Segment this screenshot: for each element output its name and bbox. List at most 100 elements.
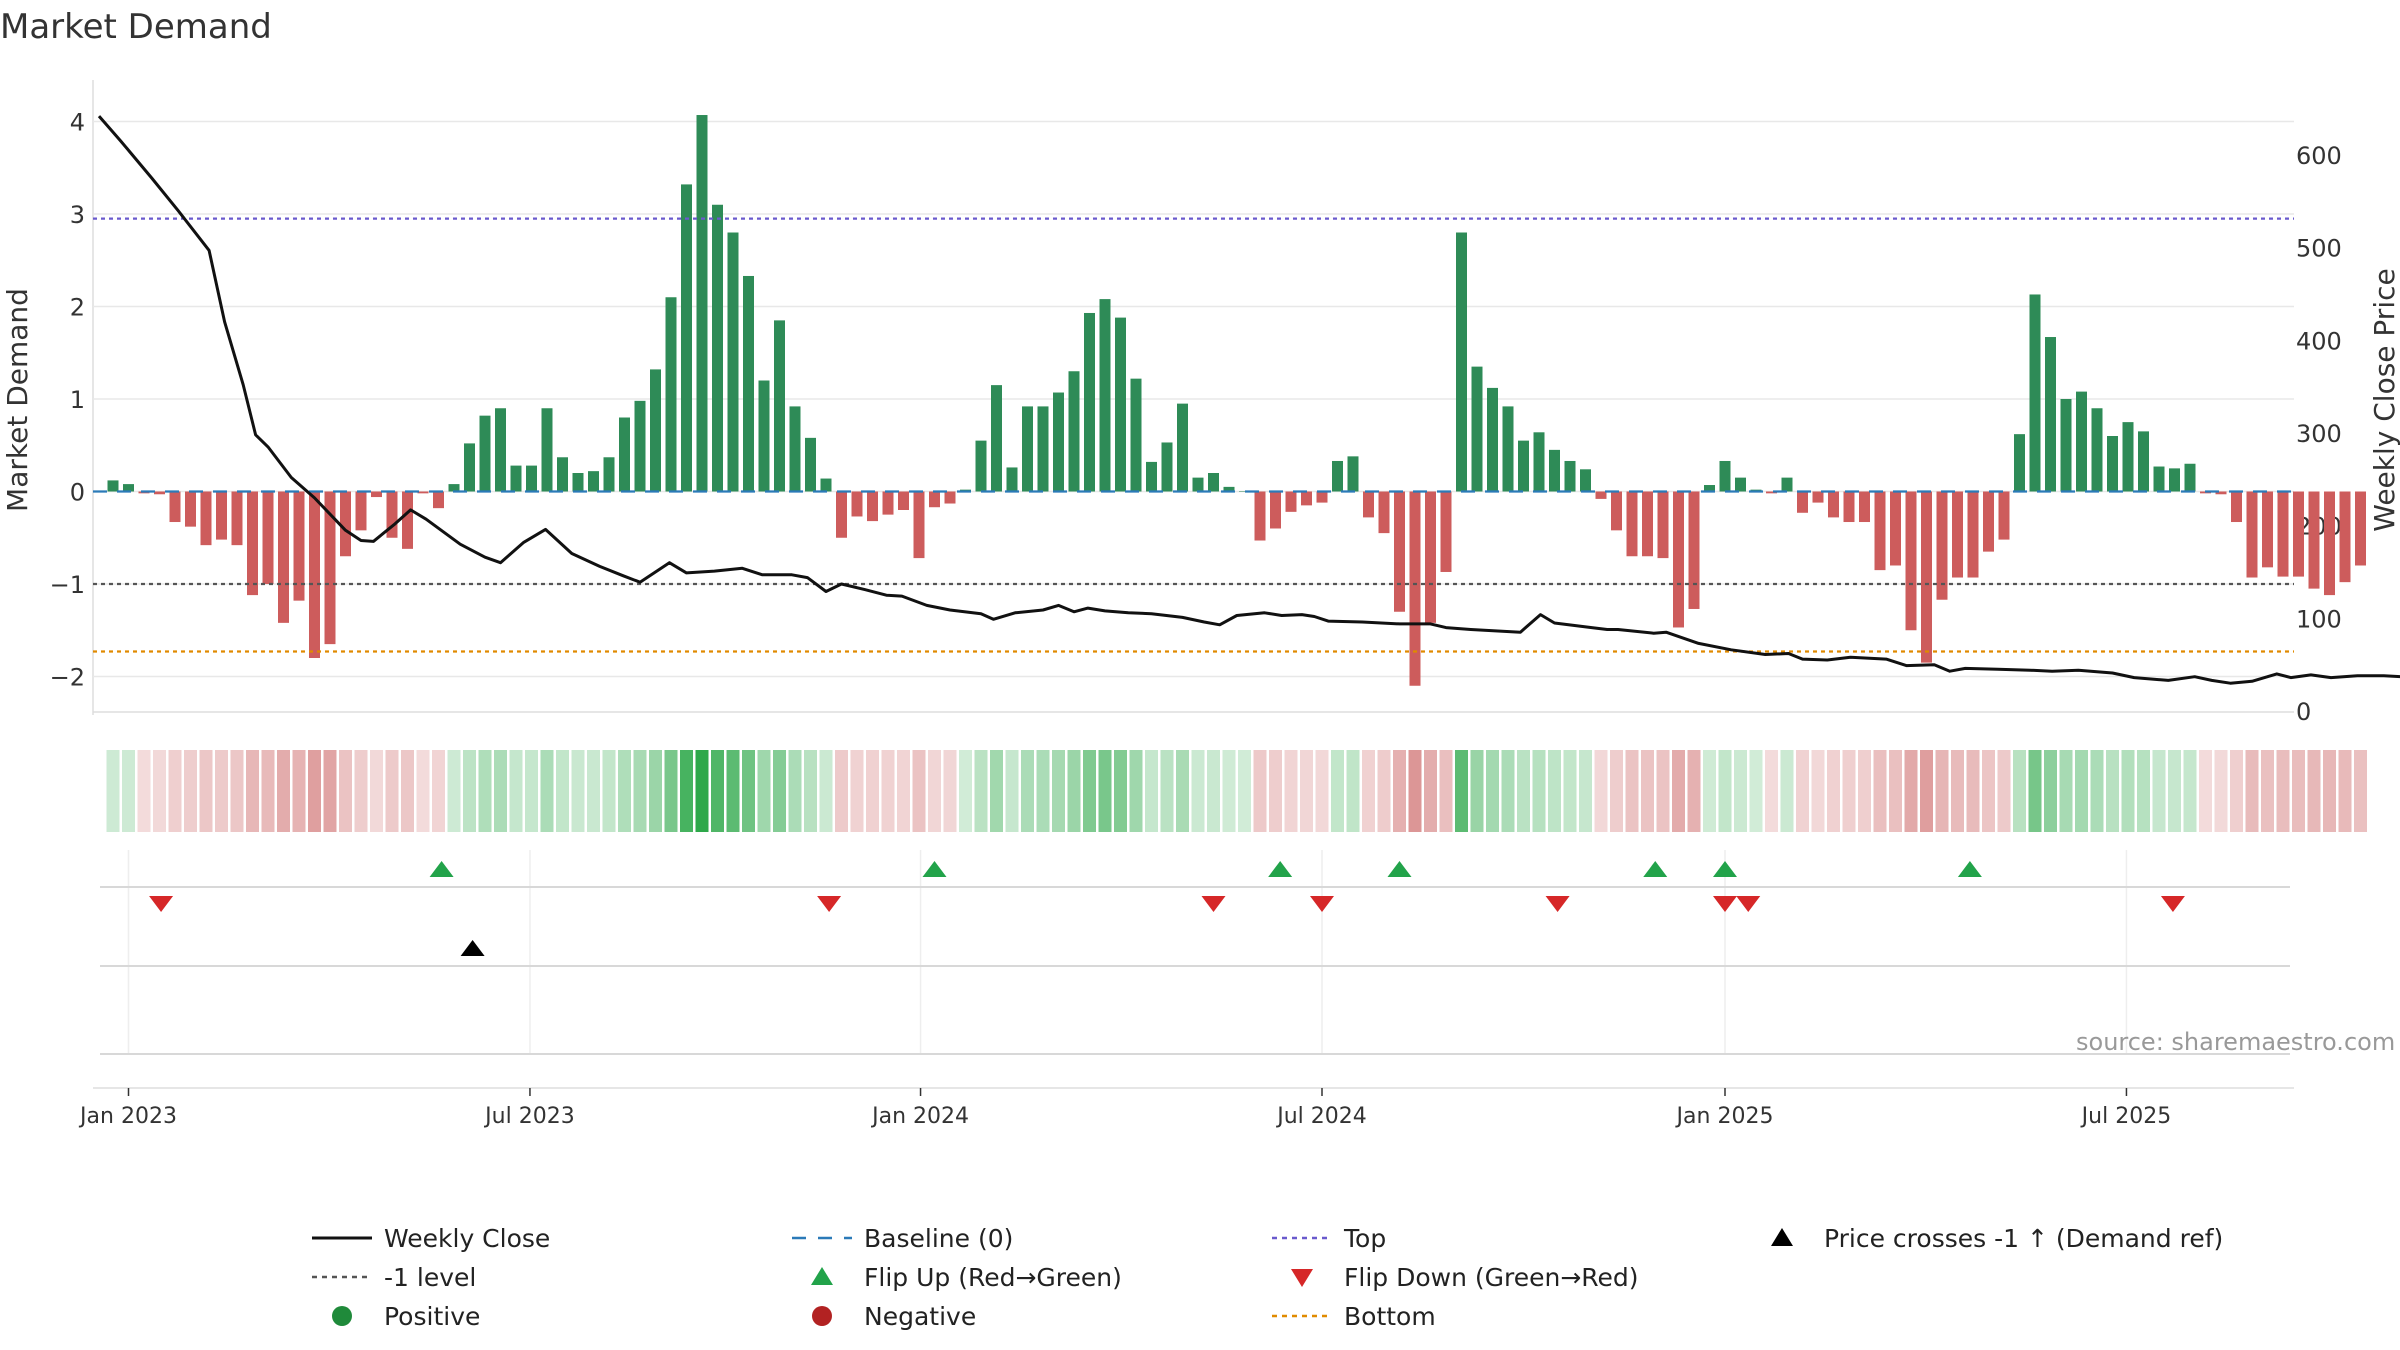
y-tick-right: 300 bbox=[2296, 420, 2342, 448]
bar-negative bbox=[867, 491, 878, 522]
heat-cell bbox=[525, 750, 538, 832]
y-label-right: Weekly Close Price bbox=[2368, 268, 2400, 531]
source-text: source: sharemaestro.com bbox=[2076, 1028, 2395, 1056]
heat-cell bbox=[1966, 750, 1980, 832]
flip-up-marker bbox=[1387, 861, 1412, 877]
bar-negative bbox=[1673, 491, 1684, 628]
heat-cell bbox=[2323, 750, 2336, 832]
bar-positive bbox=[1099, 299, 1111, 492]
heat-cell bbox=[2137, 750, 2150, 832]
heat-cell bbox=[1222, 750, 1236, 832]
heat-cell bbox=[1858, 750, 1871, 832]
heat-cell bbox=[1005, 750, 1019, 832]
bar-positive bbox=[1115, 317, 1126, 492]
heat-cell bbox=[866, 750, 879, 832]
chart-title: Market Demand bbox=[0, 7, 272, 47]
legend-label: Negative bbox=[864, 1302, 976, 1331]
bar-negative bbox=[1595, 491, 1607, 499]
legend-label: Flip Up (Red→Green) bbox=[864, 1263, 1122, 1292]
bar-negative bbox=[309, 491, 320, 658]
bar-positive bbox=[2153, 466, 2165, 492]
bar-positive bbox=[1053, 392, 1064, 492]
heat-cell bbox=[1470, 750, 1484, 832]
heat-cell bbox=[1393, 750, 1406, 832]
bar-positive bbox=[1146, 461, 1157, 492]
x-tick-label: Jul 2023 bbox=[483, 1104, 575, 1129]
bar-positive bbox=[2091, 408, 2103, 492]
heat-cell bbox=[137, 750, 151, 832]
y-tick-left: −1 bbox=[50, 571, 85, 599]
heat-cell bbox=[1377, 750, 1391, 832]
heat-cell bbox=[2152, 750, 2166, 832]
heat-cell bbox=[1935, 750, 1949, 832]
bar-positive bbox=[991, 385, 1002, 492]
bar-positive bbox=[2076, 391, 2087, 492]
heat-cell bbox=[1873, 750, 1887, 832]
bar-negative bbox=[386, 491, 398, 538]
heat-cell bbox=[153, 750, 166, 832]
heat-cell bbox=[664, 750, 678, 832]
bar-negative bbox=[1998, 491, 2010, 540]
legend-label: Bottom bbox=[1344, 1302, 1436, 1331]
bar-negative bbox=[231, 491, 243, 546]
legend-swatch-tri-down bbox=[1291, 1269, 1313, 1287]
bar-negative bbox=[1828, 491, 1839, 518]
heat-cell bbox=[2106, 750, 2119, 832]
bar-negative bbox=[200, 491, 212, 546]
heat-cell bbox=[1765, 750, 1778, 832]
heat-cell bbox=[1253, 750, 1267, 832]
bar-negative bbox=[1983, 491, 1994, 552]
bar-positive bbox=[495, 408, 506, 492]
heat-cell bbox=[230, 750, 244, 832]
heat-cell bbox=[1889, 750, 1902, 832]
heat-cell bbox=[2075, 750, 2088, 832]
bar-negative bbox=[2308, 491, 2320, 589]
heat-cell bbox=[416, 750, 430, 832]
bar-negative bbox=[324, 491, 336, 645]
bar-positive bbox=[588, 471, 599, 492]
bar-positive bbox=[1084, 312, 1095, 492]
bar-positive bbox=[541, 408, 553, 492]
heat-cell bbox=[106, 750, 120, 832]
bar-positive bbox=[2014, 434, 2025, 492]
flip-up-marker bbox=[1268, 861, 1293, 877]
heat-cell bbox=[897, 750, 910, 832]
bar-positive bbox=[1332, 460, 1343, 492]
heat-cell bbox=[1284, 750, 1298, 832]
heat-cell bbox=[1641, 750, 1654, 832]
bar-negative bbox=[2246, 491, 2258, 578]
bar-negative bbox=[1688, 491, 1700, 609]
heat-cell bbox=[695, 750, 709, 832]
heat-cell bbox=[1625, 750, 1639, 832]
legend-label: Top bbox=[1343, 1224, 1386, 1253]
heat-cell bbox=[2183, 750, 2197, 832]
bar-positive bbox=[1068, 371, 1080, 492]
bar-negative bbox=[1905, 491, 1917, 631]
bar-positive bbox=[619, 417, 630, 492]
bar-negative bbox=[2339, 491, 2351, 583]
bar-negative bbox=[1657, 491, 1669, 559]
heat-cell bbox=[1114, 750, 1127, 832]
heat-cell bbox=[912, 750, 926, 832]
heat-cell bbox=[1517, 750, 1530, 832]
heat-cell bbox=[2168, 750, 2181, 832]
main-plot: −2−1012340100200300400500600 bbox=[50, 80, 2400, 726]
heat-cell bbox=[1129, 750, 1143, 832]
bar-positive bbox=[758, 380, 770, 492]
heat-cell bbox=[292, 750, 306, 832]
flip-up-marker bbox=[1643, 861, 1668, 877]
bar-negative bbox=[2324, 491, 2335, 596]
heat-cell bbox=[2307, 750, 2321, 832]
heat-cell bbox=[773, 750, 786, 832]
heat-cell bbox=[168, 750, 182, 832]
legend-item: Bottom bbox=[1272, 1302, 1436, 1331]
y-label-left: Market Demand bbox=[1, 288, 34, 512]
bar-positive bbox=[464, 443, 475, 492]
heat-cell bbox=[494, 750, 507, 832]
bar-negative bbox=[882, 491, 894, 515]
heat-cell bbox=[618, 750, 631, 832]
heat-cell bbox=[1269, 750, 1282, 832]
heat-cell bbox=[1548, 750, 1561, 832]
legend-label: Baseline (0) bbox=[864, 1224, 1013, 1253]
bar-positive bbox=[975, 440, 987, 492]
